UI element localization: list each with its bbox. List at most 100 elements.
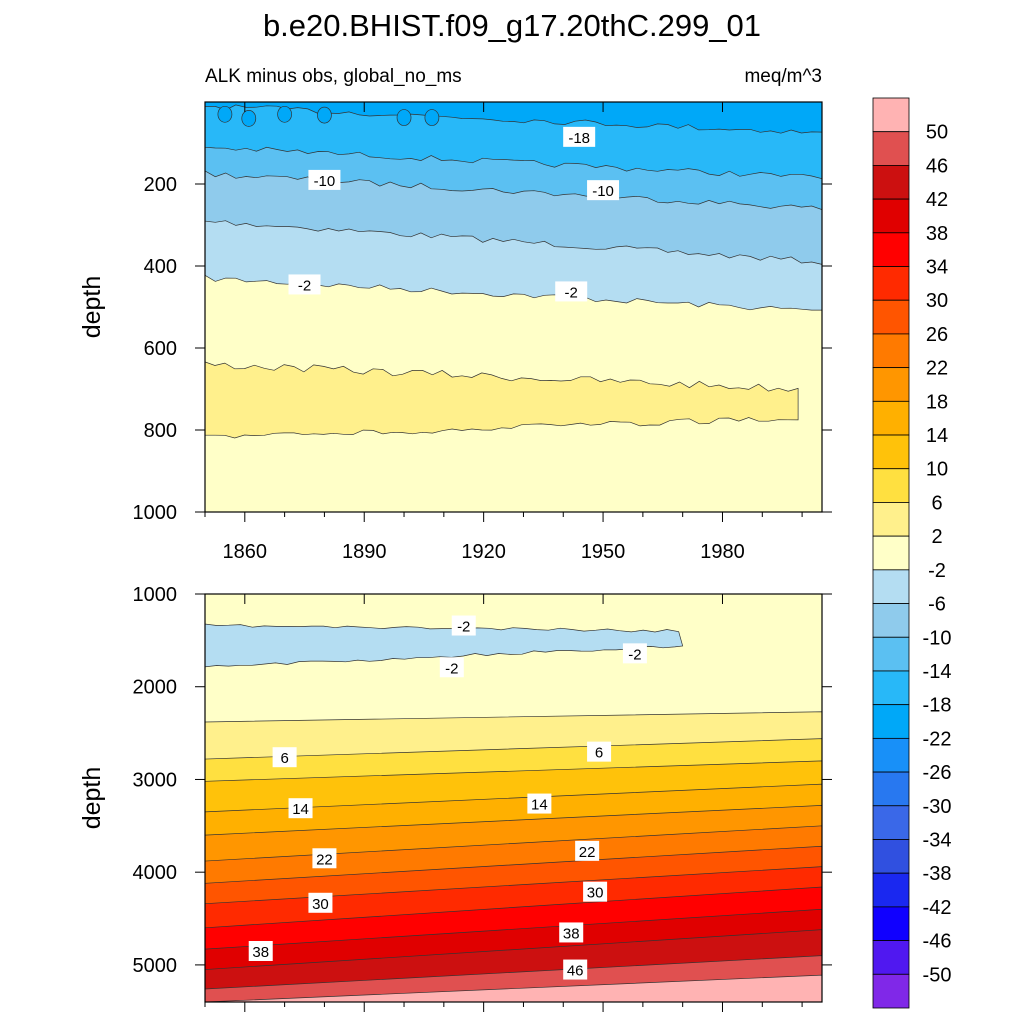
colorbar-box	[872, 367, 910, 402]
colorbar-box	[872, 805, 910, 840]
contour-label: 38	[248, 941, 273, 961]
colorbar-label: 42	[926, 189, 948, 211]
contour-label-text: 14	[292, 801, 309, 818]
x-tick-label: 1890	[342, 541, 387, 563]
y-tick-label: 2000	[133, 677, 178, 699]
contour-blob	[277, 105, 292, 123]
contour-label-text: 22	[579, 844, 596, 861]
lower-contour-panel: -2 -2 -2 6 6 14 14 22 22 30 30 38 38 46 1000 2000 3000 40…	[78, 584, 832, 1012]
colorbar-label: -50	[923, 964, 952, 986]
colorbar-box	[872, 906, 910, 941]
contour-label-text: -2	[445, 660, 458, 677]
contour-label: -18	[563, 126, 596, 147]
chart-subtitle: ALK minus obs, global_no_ms	[205, 66, 462, 87]
contour-label-bg	[308, 892, 333, 913]
x-tick-label: 1920	[461, 541, 506, 563]
contour-blob	[424, 109, 440, 126]
colorbar-label: 46	[926, 155, 948, 177]
contour-label-text: 22	[316, 851, 333, 868]
contour-blob	[317, 106, 332, 124]
contour-label: -10	[308, 169, 341, 190]
colorbar-label: -18	[923, 695, 952, 717]
contour-label-bg	[575, 840, 600, 861]
y-axis-label: depth	[78, 767, 106, 830]
contour-label-bg	[439, 657, 464, 678]
colorbar-box	[872, 400, 910, 436]
panel-frame	[204, 101, 823, 513]
contour-label-bg	[288, 798, 313, 819]
contour-label-text: 14	[531, 797, 548, 814]
contour-blob	[396, 109, 412, 126]
units-label: meq/m^3	[744, 66, 822, 87]
contour-label: -10	[587, 180, 620, 201]
contour-label-bg	[587, 741, 612, 762]
colorbar-box	[872, 839, 910, 874]
chart-title: b.e20.BHIST.f09_g17.20thC.299_01	[263, 8, 761, 43]
contour-band-2to6	[204, 361, 799, 439]
contour-label: -2	[288, 274, 321, 295]
colorbar-box	[872, 266, 910, 301]
contour-band	[204, 101, 823, 134]
contour-label: -2	[555, 281, 588, 302]
contour-label: 30	[583, 881, 608, 902]
y-tick-label: 1000	[133, 584, 178, 606]
contour-label-text: 46	[567, 963, 584, 980]
colorbar-box	[872, 670, 910, 706]
colorbar-label: 26	[926, 324, 948, 346]
contour-label: 14	[527, 793, 552, 814]
y-tick-label: 600	[144, 338, 177, 360]
x-tick-label: 1950	[581, 541, 626, 563]
contour-label-bg	[622, 643, 647, 664]
colorbar-box	[872, 198, 910, 234]
contour-label: 22	[312, 848, 337, 869]
contour-label: 46	[563, 959, 588, 980]
colorbar-label: -14	[923, 661, 952, 683]
colorbar-label: 38	[926, 223, 948, 245]
colorbar-label: 14	[926, 425, 948, 447]
contour-label-bg	[451, 615, 476, 636]
colorbar-box	[872, 434, 910, 470]
colorbar-label: 10	[926, 459, 948, 481]
colorbar-box	[872, 299, 910, 335]
contour-label: 30	[308, 892, 333, 913]
contour-label-text: 30	[312, 896, 329, 913]
upper-contour-panel: -18 -10 -10 -2 -2 1860 1890 1920 1950 1980 200 400 6…	[78, 101, 832, 563]
contour-label: -2	[439, 657, 464, 678]
colorbar-label: 18	[926, 391, 948, 413]
contour-label-text: 38	[252, 944, 269, 961]
contour-label-bg	[563, 959, 588, 980]
contour-label-bg	[583, 881, 608, 902]
colorbar-box	[872, 502, 910, 537]
colorbar-box	[872, 704, 910, 739]
contour-label-text: 38	[563, 925, 580, 942]
y-tick-label: 4000	[133, 862, 178, 884]
contour-label: 14	[288, 798, 313, 819]
contour-label-text: -2	[298, 277, 311, 294]
colorbar-label: -22	[923, 728, 952, 750]
colorbar-label: -42	[923, 897, 952, 919]
colorbar-box	[872, 232, 910, 267]
contour-label-bg	[272, 747, 297, 768]
colorbar-label: -10	[923, 627, 952, 649]
contour-label: 38	[559, 922, 584, 943]
colorbar-box	[872, 535, 910, 571]
colorbar-box	[872, 569, 910, 604]
colorbar-label: 6	[931, 492, 942, 514]
y-tick-label: 3000	[133, 769, 178, 791]
contour-label-text: -2	[628, 646, 641, 663]
y-tick-label: 200	[144, 174, 177, 196]
contour-label: -2	[622, 643, 647, 664]
contour-label: 6	[587, 741, 612, 762]
colorbar-label: 50	[926, 122, 948, 144]
contour-label-text: -18	[568, 130, 590, 147]
y-tick-label: 400	[144, 256, 177, 278]
colorbar: 50 46 42 38 34 30 26 22 18 14 10 6 2 -2 -6 -10 -14 -18 -22…	[872, 97, 952, 1009]
contour-blob	[217, 105, 233, 123]
contour-label-bg	[308, 169, 341, 190]
colorbar-label: -2	[928, 560, 946, 582]
contour-label-text: 30	[587, 885, 604, 902]
colorbar-box	[872, 131, 910, 166]
contour-label-bg	[559, 922, 584, 943]
colorbar-box	[872, 636, 910, 672]
